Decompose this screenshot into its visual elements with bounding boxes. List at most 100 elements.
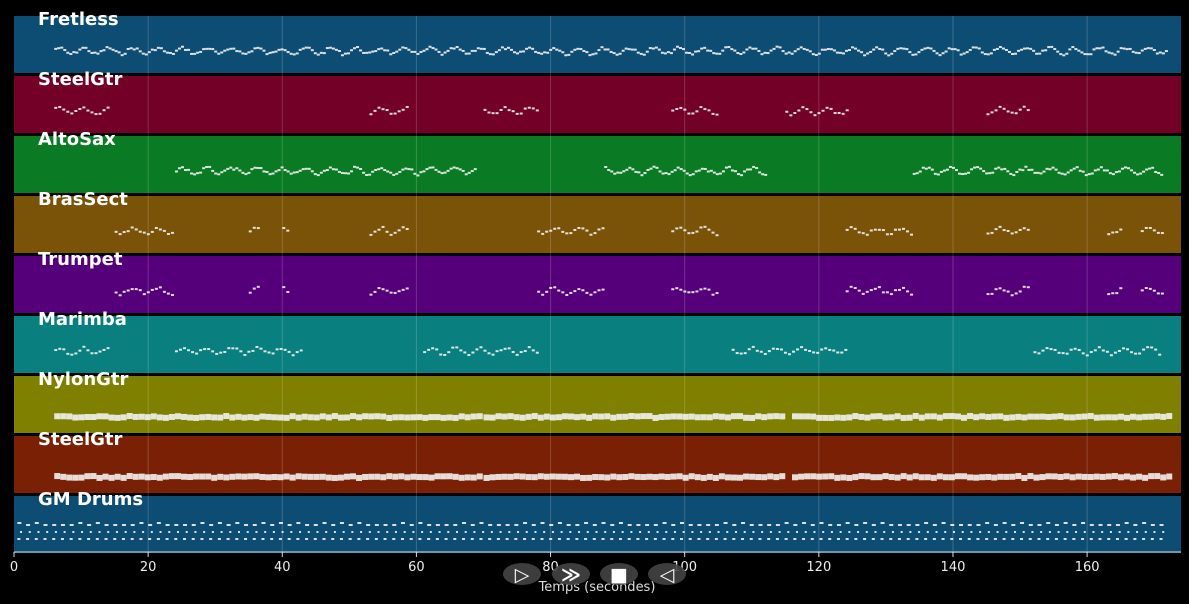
note [826,48,830,51]
track-lane[interactable] [14,436,1181,493]
note [1083,531,1086,533]
note [84,46,88,49]
play-button[interactable]: ▷ [503,563,541,586]
note [1087,173,1091,176]
note [181,413,188,420]
note [936,173,940,176]
note [986,53,990,56]
note [196,172,200,175]
note [495,413,502,420]
note [282,286,286,289]
note [977,47,981,50]
note [952,531,955,533]
note [636,524,641,526]
note [244,524,249,526]
note [1126,348,1130,351]
note [714,538,718,540]
track-lane[interactable] [14,376,1181,433]
note [737,413,744,420]
track-lane[interactable] [14,136,1181,193]
note [322,169,326,172]
note [1002,538,1006,540]
note [783,351,787,354]
note [874,531,877,533]
note [944,50,948,53]
rewind-button[interactable]: ◁ [648,563,686,586]
note [95,538,99,540]
note [711,112,715,115]
track-notes [54,105,1030,117]
note [1081,473,1088,480]
track-lane[interactable] [14,16,1181,73]
note [90,111,94,114]
note [511,110,515,113]
stop-button[interactable]: ■ [600,563,638,586]
note [760,53,764,56]
note [54,106,58,109]
note [275,348,279,351]
note [956,49,960,52]
note [820,348,824,351]
note [610,414,617,421]
note [607,169,611,172]
note [976,538,980,540]
note [187,349,191,352]
note [897,524,902,526]
note [104,538,108,540]
note [778,46,782,49]
note [593,291,597,294]
note [637,171,641,174]
track-lane[interactable] [14,256,1181,313]
note [834,414,841,421]
note [154,226,158,229]
note [158,286,162,289]
note [669,52,673,55]
note [1119,287,1123,290]
note [755,167,759,170]
note [549,473,556,480]
note [915,172,919,175]
note [274,170,278,173]
note [974,46,978,49]
note [208,47,212,50]
note [512,51,516,54]
note [796,48,800,51]
note [319,413,326,420]
note [1081,413,1088,420]
note [205,473,212,480]
note [781,50,785,53]
note [111,48,115,51]
note [589,293,593,296]
note [389,291,393,294]
note [357,538,361,540]
note [156,522,161,524]
note [848,49,852,52]
note [557,522,562,524]
note [1006,170,1010,173]
note [483,108,487,111]
note [688,413,695,420]
track-lane[interactable] [14,76,1181,133]
note [627,524,632,526]
axis-tick-label: 60 [408,560,425,575]
note [413,50,417,53]
track-lane[interactable] [14,196,1181,253]
note [118,294,122,297]
fast-forward-button[interactable]: ≫ [552,563,590,586]
note [688,524,693,526]
note [1075,531,1078,533]
note [455,167,459,170]
note [820,48,824,51]
note [627,538,631,540]
track-lane[interactable] [14,316,1181,373]
note [616,474,623,481]
note [425,48,429,51]
note [290,531,293,533]
note [948,474,955,481]
note [779,413,786,420]
note [546,51,550,54]
note [857,231,861,234]
track-lane[interactable] [14,496,1181,553]
note [250,168,254,171]
note [1133,171,1137,174]
